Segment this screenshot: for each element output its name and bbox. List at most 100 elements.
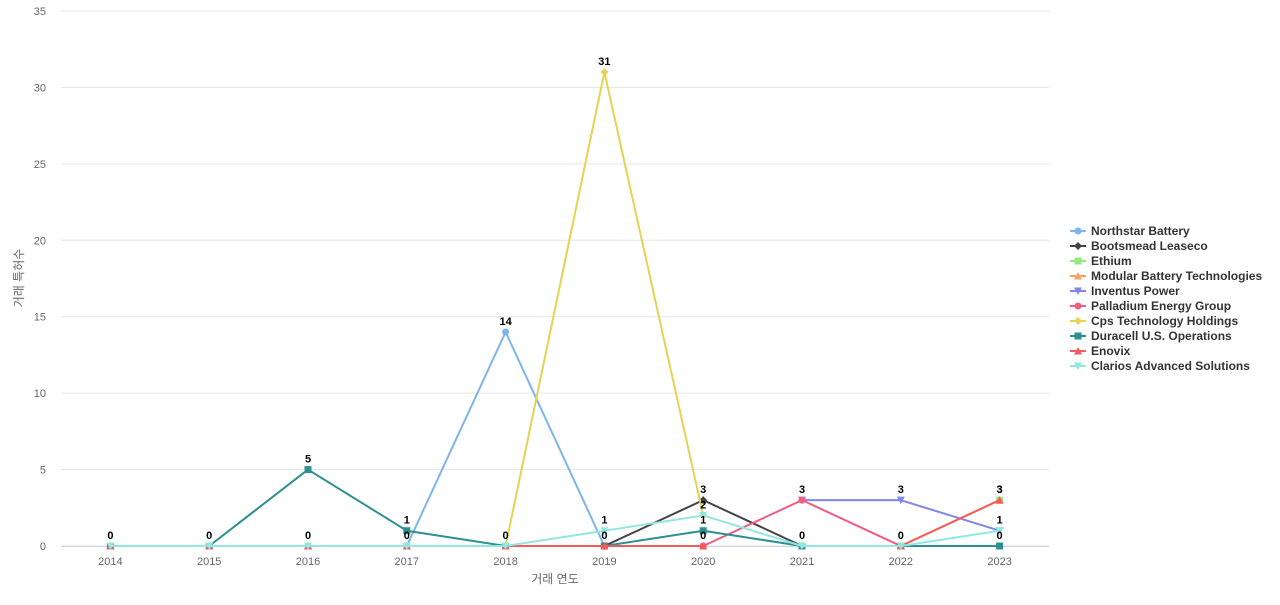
data-point-palladium-energy-group [798,496,806,504]
legend-symbol-marker [1074,272,1082,280]
legend-label: Duracell U.S. Operations [1091,329,1232,343]
legend-symbol-marker [1074,347,1082,355]
legend-item-palladium-energy-group[interactable]: Palladium Energy Group [1070,299,1231,313]
legend-symbol-marker [1074,242,1082,250]
legend-symbol-marker [1074,302,1082,310]
series-clarios-advanced-solutions [106,511,1004,550]
data-label-cps-technology-holdings: 2 [700,499,706,511]
x-tick-label: 2023 [987,556,1011,568]
data-label-duracell-u-s-operations: 1 [404,515,410,527]
legend-label: Bootsmead Leaseco [1091,239,1208,253]
data-point-clarios-advanced-solutions [106,542,115,550]
series-line-inventus-power [801,499,1001,532]
legend-label: Clarios Advanced Solutions [1091,359,1250,373]
y-axis-title: 거래 특허수 [12,249,26,308]
data-label-enovix: 0 [305,530,311,542]
legend-label: Ethium [1091,254,1132,268]
y-tick-label: 0 [40,541,46,553]
legend-symbol-marker [1074,287,1082,295]
x-axis-title: 거래 연도 [531,572,579,586]
data-point-enovix [995,496,1004,504]
data-point-clarios-advanced-solutions [699,511,708,520]
legend-symbol-marker [1074,257,1082,265]
x-tick-label: 2022 [889,556,913,568]
legend-label: Northstar Battery [1091,224,1190,238]
data-label-duracell-u-s-operations: 0 [601,530,607,542]
data-label-duracell-u-s-operations: 0 [997,530,1003,542]
data-point-clarios-advanced-solutions [304,542,312,550]
legend-label: Inventus Power [1091,284,1180,298]
series-line-duracell-u-s-operations [109,468,1001,547]
series-lines [106,68,1004,550]
data-label-enovix: 3 [997,484,1003,496]
data-label-duracell-u-s-operations: 0 [107,530,113,542]
x-tick-label: 2017 [395,556,419,568]
legend-item-modular-battery-technologies[interactable]: Modular Battery Technologies [1070,269,1262,283]
data-label-cps-technology-holdings: 0 [503,530,509,542]
y-tick-label: 5 [40,465,46,477]
legend-label: Modular Battery Technologies [1091,269,1262,283]
data-point-duracell-u-s-operations [403,527,411,535]
y-axis: 0 5 10 15 20 25 30 35 [34,6,46,553]
data-point-cps-technology-holdings [600,68,609,77]
series-modular-battery-technologies [106,496,1004,550]
legend-item-northstar-battery[interactable]: Northstar Battery [1070,224,1190,238]
data-point-enovix [699,542,708,550]
y-tick-label: 10 [34,388,46,400]
data-label-duracell-u-s-operations: 5 [305,454,311,466]
legend-symbol-marker [1074,227,1082,235]
x-tick-label: 2015 [197,556,221,568]
data-point-northstar-battery [502,328,510,336]
data-point-duracell-u-s-operations [304,466,312,474]
data-label-enovix: 0 [404,530,410,542]
legend-item-cps-technology-holdings[interactable]: Cps Technology Holdings [1070,314,1238,328]
legend-item-clarios-advanced-solutions[interactable]: Clarios Advanced Solutions [1070,359,1250,373]
series-enovix [106,496,1004,550]
series-cps-technology-holdings [501,68,708,550]
data-point-clarios-advanced-solutions [205,542,214,550]
legend-item-enovix[interactable]: Enovix [1070,344,1131,358]
y-tick-label: 30 [34,82,46,94]
x-tick-label: 2019 [592,556,616,568]
data-label-palladium-energy-group: 0 [898,530,904,542]
data-point-clarios-advanced-solutions [501,542,510,550]
data-point-inventus-power [896,496,905,505]
x-tick-label: 2021 [790,556,814,568]
series-line-clarios-advanced-solutions [109,514,1001,547]
x-tick-label: 2018 [493,556,517,568]
data-label-inventus-power: 3 [898,484,904,496]
legend-symbol-marker [1074,362,1082,370]
data-label-ethium: 3 [997,484,1003,496]
data-label-bootsmead-leaseco: 3 [700,484,706,496]
legend-symbol-marker [1074,317,1082,325]
y-tick-label: 15 [34,312,46,324]
legend-item-ethium[interactable]: Ethium [1070,254,1132,268]
data-point-clarios-advanced-solutions [798,542,806,550]
data-point-duracell-u-s-operations [699,527,707,535]
data-point-clarios-advanced-solutions [402,542,411,550]
data-label-inventus-power: 1 [997,515,1003,527]
legend-item-bootsmead-leaseco[interactable]: Bootsmead Leaseco [1070,239,1208,253]
data-point-duracell-u-s-operations [996,542,1004,550]
x-tick-label: 2020 [691,556,715,568]
legend-label: Cps Technology Holdings [1091,314,1238,328]
data-point-enovix [600,542,609,550]
series-inventus-power [798,496,1004,535]
data-label-duracell-u-s-operations: 0 [799,530,805,542]
y-tick-label: 35 [34,6,46,18]
data-point-clarios-advanced-solutions [600,527,609,535]
y-tick-label: 20 [34,235,46,247]
legend-item-inventus-power[interactable]: Inventus Power [1070,284,1180,298]
series-duracell-u-s-operations [106,466,1004,550]
x-tick-label: 2016 [296,556,320,568]
series-line-cps-technology-holdings [504,71,705,547]
data-label-duracell-u-s-operations: 0 [206,530,212,542]
x-tick-label: 2014 [98,556,122,568]
series-line-northstar-battery [109,331,606,547]
data-label-duracell-u-s-operations: 1 [700,515,706,527]
legend-item-duracell-u-s-operations[interactable]: Duracell U.S. Operations [1070,329,1232,343]
